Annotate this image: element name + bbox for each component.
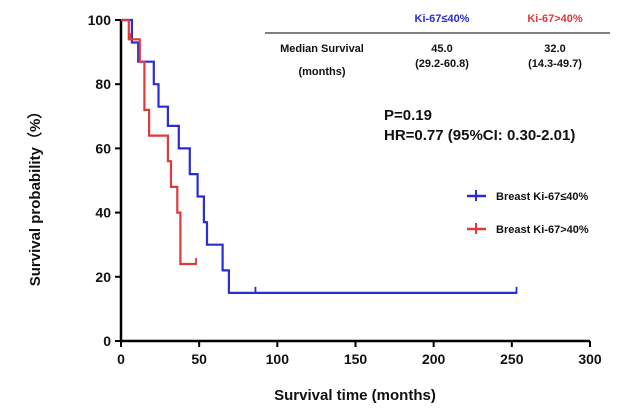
legend-label-high: Breast Ki-67>40% <box>496 224 589 236</box>
survival-curves <box>121 18 518 294</box>
x-ticks: 0 50 100 150 200 250 300 <box>117 341 602 367</box>
x-tick-label: 300 <box>578 351 602 367</box>
p-value-text: P=0.19 <box>384 107 432 124</box>
y-tick-label: 0 <box>103 333 111 349</box>
legend-label-low: Breast Ki-67≤40% <box>496 191 588 203</box>
table-ci-low: (29.2-60.8) <box>415 58 469 70</box>
x-tick-label: 250 <box>500 351 524 367</box>
table-row-label-1: Median Survival <box>280 43 364 55</box>
y-tick-label: 80 <box>95 76 111 92</box>
series-line-high <box>121 18 196 266</box>
table-median-high: 32.0 <box>544 43 565 55</box>
x-tick-label: 100 <box>266 351 290 367</box>
x-tick-label: 50 <box>191 351 207 367</box>
legend: Breast Ki-67≤40% Breast Ki-67>40% <box>467 190 589 236</box>
legend-item-low: Breast Ki-67≤40% <box>467 190 588 203</box>
table-median-low: 45.0 <box>431 43 452 55</box>
table-header-high: Ki-67>40% <box>527 13 583 25</box>
y-tick-label: 20 <box>95 269 111 285</box>
table-header-low: Ki-67≤40% <box>415 13 470 25</box>
y-ticks: 0 20 40 60 80 100 <box>88 12 121 349</box>
x-tick-label: 150 <box>344 351 368 367</box>
table-row-label-2: (months) <box>298 66 345 78</box>
y-tick-label: 60 <box>95 140 111 156</box>
legend-item-high: Breast Ki-67>40% <box>467 223 589 236</box>
hazard-ratio-text: HR=0.77 (95%CI: 0.30-2.01) <box>384 127 575 144</box>
y-tick-label: 100 <box>88 12 112 28</box>
y-axis-title: Survival probability（%） <box>26 104 44 287</box>
y-tick-label: 40 <box>95 205 111 221</box>
x-tick-label: 200 <box>422 351 446 367</box>
table-ci-high: (14.3-49.7) <box>528 58 582 70</box>
median-table: Ki-67≤40% Ki-67>40% Median Survival (mon… <box>265 13 610 78</box>
x-axis-title: Survival time (months) <box>274 387 436 404</box>
x-tick-label: 0 <box>117 351 125 367</box>
